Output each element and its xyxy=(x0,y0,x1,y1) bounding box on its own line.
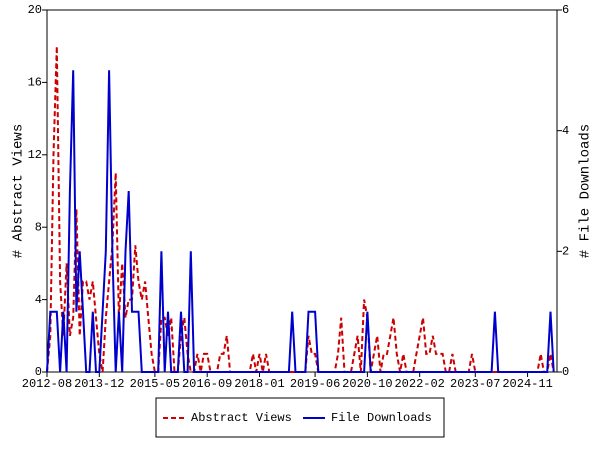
x-tick-label: 2015-05 xyxy=(130,377,180,391)
series-line xyxy=(46,70,555,373)
y-tick-label: 4 xyxy=(35,293,42,307)
legend xyxy=(155,397,445,438)
y-tick-label: 12 xyxy=(28,148,42,162)
y2-tick-label: 6 xyxy=(562,3,569,17)
y-tick-label: 16 xyxy=(28,76,42,90)
y2-tick-label: 2 xyxy=(562,245,569,259)
x-tick-label: 2019-06 xyxy=(290,377,340,391)
x-tick-label: 2022-02 xyxy=(394,377,444,391)
legend-label: File Downloads xyxy=(331,411,432,425)
y-axis-label: # Abstract Views xyxy=(11,124,27,258)
y-tick-label: 8 xyxy=(35,220,42,234)
y2-axis-label: # File Downloads xyxy=(578,124,594,258)
y2-tick-label: 0 xyxy=(562,365,569,379)
x-tick-label: 2016-09 xyxy=(182,377,232,391)
x-tick-label: 2012-08 xyxy=(22,377,72,391)
y-tick-label: 0 xyxy=(35,365,42,379)
y-tick-label: 20 xyxy=(28,3,42,17)
legend-label: Abstract Views xyxy=(191,411,292,425)
y2-tick-label: 4 xyxy=(562,124,569,138)
x-tick-label: 2023-07 xyxy=(450,377,500,391)
x-tick-label: 2018-01 xyxy=(234,377,284,391)
x-tick-label: 2020-10 xyxy=(342,377,392,391)
x-tick-label: 2024-11 xyxy=(502,377,552,391)
x-tick-label: 2013-12 xyxy=(74,377,124,391)
